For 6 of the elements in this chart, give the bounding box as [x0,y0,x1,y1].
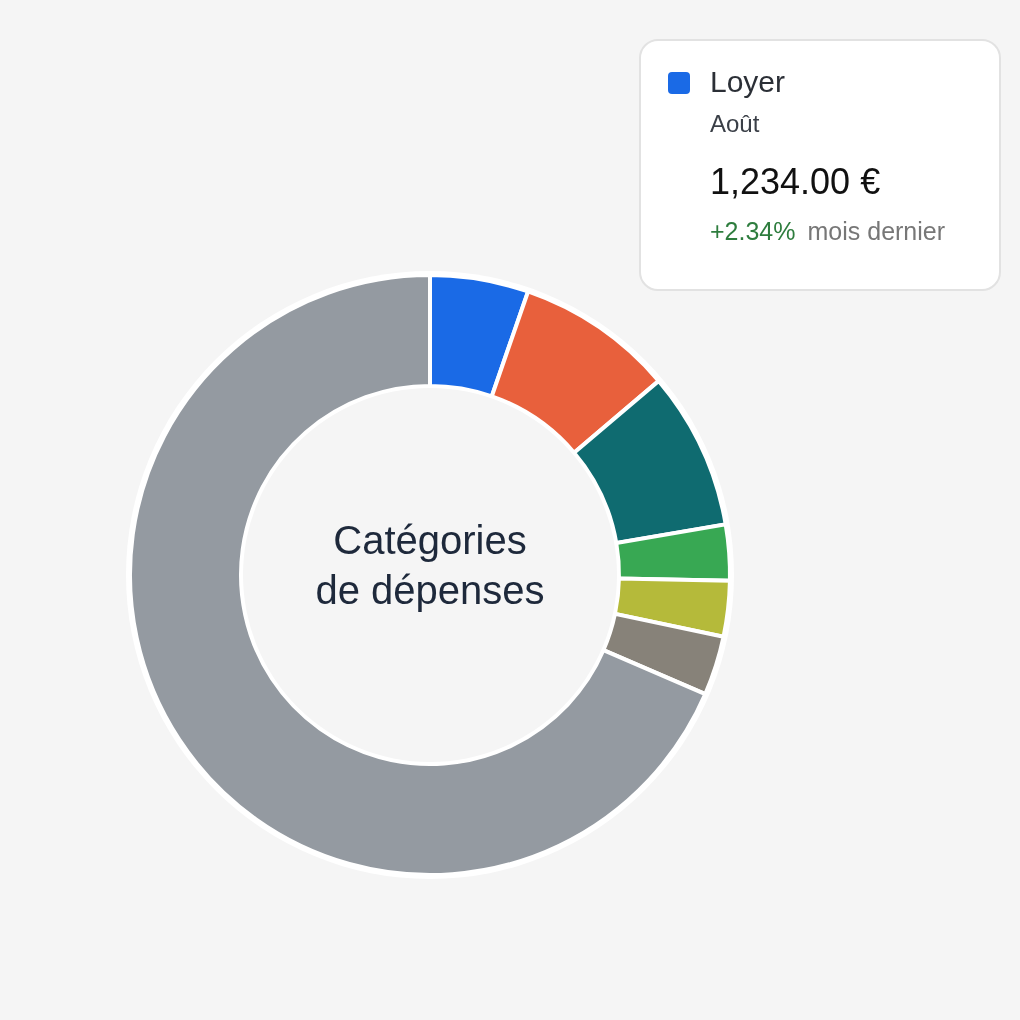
text: mois dernier [807,217,946,245]
text: +2.34% [710,217,796,245]
text: Catégories de dépenses [315,518,545,612]
legend-label: Loyer [710,65,786,98]
text: 1,234.00 € [710,161,881,202]
text: Août [710,110,760,137]
